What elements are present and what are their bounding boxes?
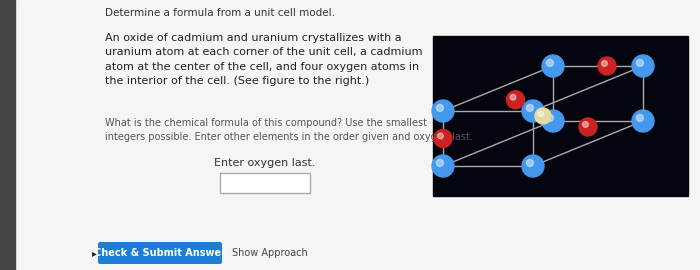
Text: Check & Submit Answer: Check & Submit Answer: [94, 248, 226, 258]
Text: What is the chemical formula of this compound? Use the smallest
integers possibl: What is the chemical formula of this com…: [105, 118, 473, 142]
Circle shape: [434, 130, 452, 147]
Circle shape: [535, 108, 551, 124]
Text: Determine a formula from a unit cell model.: Determine a formula from a unit cell mod…: [105, 8, 335, 18]
Text: Show Approach: Show Approach: [232, 248, 308, 258]
Circle shape: [598, 57, 616, 75]
Circle shape: [436, 159, 443, 166]
Circle shape: [542, 55, 564, 77]
Circle shape: [632, 110, 654, 132]
Circle shape: [582, 122, 589, 127]
Text: ▸: ▸: [92, 248, 97, 258]
Circle shape: [438, 133, 443, 139]
Circle shape: [510, 94, 516, 100]
Circle shape: [632, 55, 654, 77]
Circle shape: [522, 155, 544, 177]
Text: An oxide of cadmium and uranium crystallizes with a
uranium atom at each corner : An oxide of cadmium and uranium crystall…: [105, 33, 423, 86]
Circle shape: [636, 114, 643, 122]
Bar: [433, 36, 688, 196]
Circle shape: [601, 60, 608, 66]
Circle shape: [507, 91, 524, 109]
Circle shape: [542, 110, 564, 132]
Circle shape: [432, 155, 454, 177]
Circle shape: [547, 59, 554, 66]
Circle shape: [538, 111, 543, 116]
Circle shape: [432, 100, 454, 122]
Circle shape: [579, 118, 597, 136]
FancyBboxPatch shape: [98, 242, 222, 264]
Circle shape: [547, 114, 554, 122]
Circle shape: [436, 104, 443, 112]
Bar: [220, 173, 310, 193]
Circle shape: [526, 104, 533, 112]
Circle shape: [636, 59, 643, 66]
Text: Enter oxygen last.: Enter oxygen last.: [214, 158, 316, 168]
Circle shape: [522, 100, 544, 122]
Bar: [0, 0, 15, 270]
Circle shape: [526, 159, 533, 166]
